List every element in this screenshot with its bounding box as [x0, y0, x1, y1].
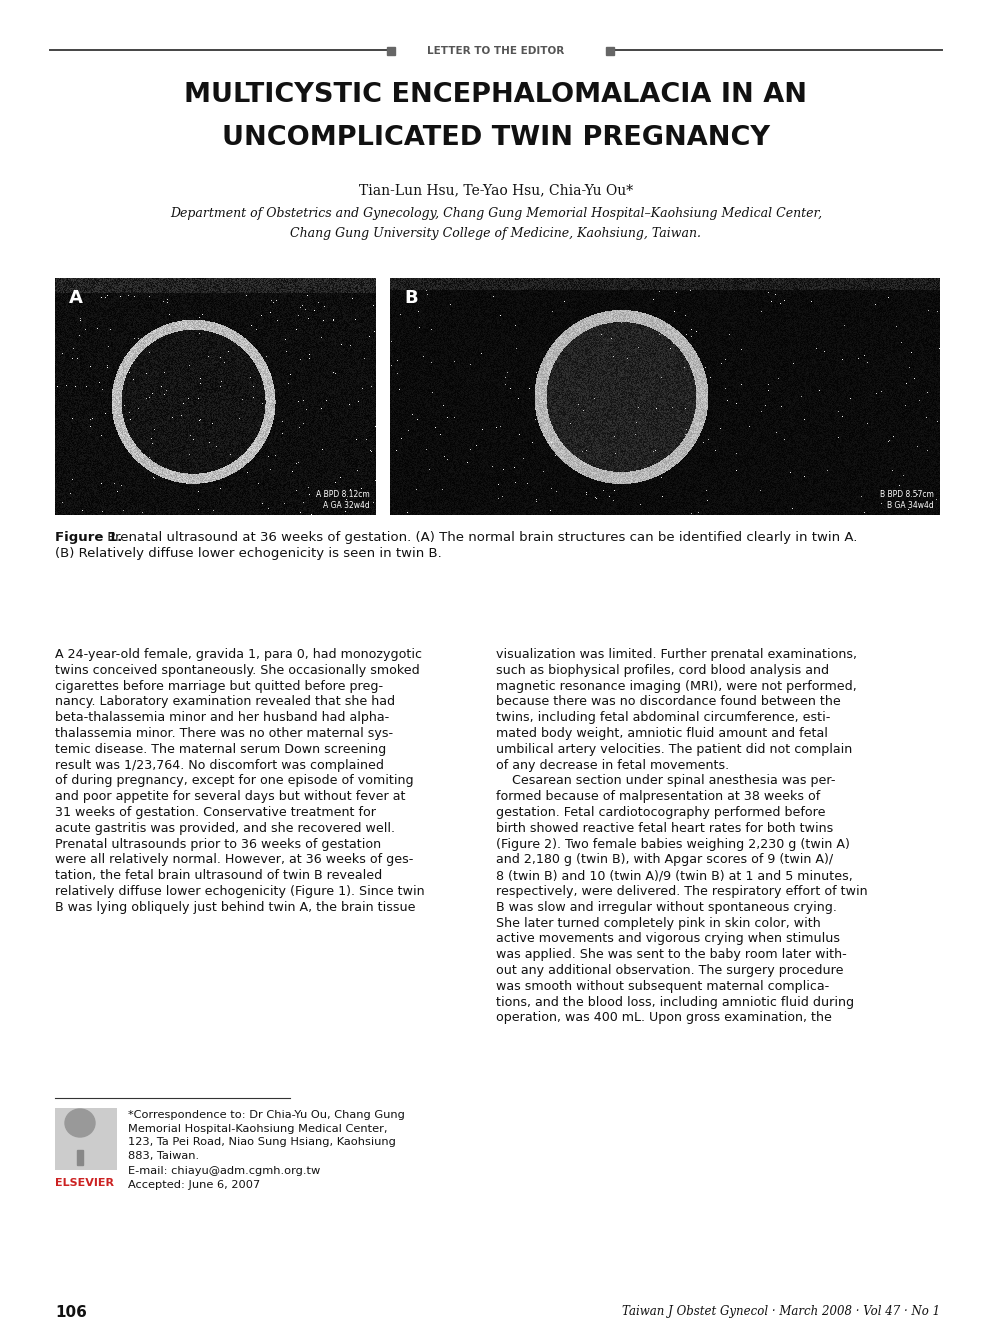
Bar — [55, 1107, 117, 1170]
Text: magnetic resonance imaging (MRI), were not performed,: magnetic resonance imaging (MRI), were n… — [496, 680, 857, 693]
Text: Accepted: June 6, 2007: Accepted: June 6, 2007 — [128, 1180, 260, 1189]
Text: umbilical artery velocities. The patient did not complain: umbilical artery velocities. The patient… — [496, 742, 852, 755]
Text: B was slow and irregular without spontaneous crying.: B was slow and irregular without spontan… — [496, 901, 837, 914]
Text: such as biophysical profiles, cord blood analysis and: such as biophysical profiles, cord blood… — [496, 664, 829, 677]
Text: E-mail: chiayu@adm.cgmh.org.tw: E-mail: chiayu@adm.cgmh.org.tw — [128, 1166, 320, 1176]
Text: cigarettes before marriage but quitted before preg-: cigarettes before marriage but quitted b… — [55, 680, 383, 693]
Text: Chang Gung University College of Medicine, Kaohsiung, Taiwan.: Chang Gung University College of Medicin… — [291, 226, 701, 239]
Text: MULTICYSTIC ENCEPHALOMALACIA IN AN: MULTICYSTIC ENCEPHALOMALACIA IN AN — [185, 82, 807, 108]
Text: Prenatal ultrasounds prior to 36 weeks of gestation: Prenatal ultrasounds prior to 36 weeks o… — [55, 837, 381, 851]
Text: operation, was 400 mL. Upon gross examination, the: operation, was 400 mL. Upon gross examin… — [496, 1011, 832, 1024]
Text: twins, including fetal abdominal circumference, esti-: twins, including fetal abdominal circumf… — [496, 712, 830, 724]
Text: She later turned completely pink in skin color, with: She later turned completely pink in skin… — [496, 917, 820, 930]
Text: Memorial Hospital-Kaohsiung Medical Center,: Memorial Hospital-Kaohsiung Medical Cent… — [128, 1123, 388, 1134]
Text: 31 weeks of gestation. Conservative treatment for: 31 weeks of gestation. Conservative trea… — [55, 806, 376, 819]
Text: Tian-Lun Hsu, Te-Yao Hsu, Chia-Yu Ou*: Tian-Lun Hsu, Te-Yao Hsu, Chia-Yu Ou* — [359, 183, 633, 197]
Text: A: A — [69, 288, 83, 307]
Bar — [387, 48, 395, 56]
Text: twins conceived spontaneously. She occasionally smoked: twins conceived spontaneously. She occas… — [55, 664, 420, 677]
Text: tation, the fetal brain ultrasound of twin B revealed: tation, the fetal brain ultrasound of tw… — [55, 869, 382, 882]
Text: 106: 106 — [55, 1304, 87, 1320]
Text: and poor appetite for several days but without fever at: and poor appetite for several days but w… — [55, 790, 406, 803]
Text: birth showed reactive fetal heart rates for both twins: birth showed reactive fetal heart rates … — [496, 822, 833, 835]
Text: respectively, were delivered. The respiratory effort of twin: respectively, were delivered. The respir… — [496, 885, 868, 898]
Text: B BPD 8.57cm
B GA 34w4d: B BPD 8.57cm B GA 34w4d — [880, 490, 934, 509]
Text: B was lying obliquely just behind twin A, the brain tissue: B was lying obliquely just behind twin A… — [55, 901, 416, 914]
Text: was smooth without subsequent maternal complica-: was smooth without subsequent maternal c… — [496, 980, 829, 992]
Bar — [77, 1150, 83, 1166]
Text: because there was no discordance found between the: because there was no discordance found b… — [496, 696, 841, 708]
Text: ELSEVIER: ELSEVIER — [55, 1177, 114, 1188]
Text: formed because of malpresentation at 38 weeks of: formed because of malpresentation at 38 … — [496, 790, 820, 803]
Text: (B) Relatively diffuse lower echogenicity is seen in twin B.: (B) Relatively diffuse lower echogenicit… — [55, 546, 441, 560]
Text: of any decrease in fetal movements.: of any decrease in fetal movements. — [496, 758, 729, 771]
Text: acute gastritis was provided, and she recovered well.: acute gastritis was provided, and she re… — [55, 822, 395, 835]
Text: gestation. Fetal cardiotocography performed before: gestation. Fetal cardiotocography perfor… — [496, 806, 825, 819]
Text: 883, Taiwan.: 883, Taiwan. — [128, 1151, 199, 1160]
Text: LETTER TO THE EDITOR: LETTER TO THE EDITOR — [428, 46, 564, 56]
Text: A BPD 8.12cm
A GA 32w4d: A BPD 8.12cm A GA 32w4d — [316, 490, 370, 509]
Text: Taiwan J Obstet Gynecol · March 2008 · Vol 47 · No 1: Taiwan J Obstet Gynecol · March 2008 · V… — [622, 1304, 940, 1318]
Text: visualization was limited. Further prenatal examinations,: visualization was limited. Further prena… — [496, 648, 857, 662]
Text: and 2,180 g (twin B), with Apgar scores of 9 (twin A)/: and 2,180 g (twin B), with Apgar scores … — [496, 853, 833, 867]
Text: *Correspondence to: Dr Chia-Yu Ou, Chang Gung: *Correspondence to: Dr Chia-Yu Ou, Chang… — [128, 1110, 405, 1121]
Text: thalassemia minor. There was no other maternal sys-: thalassemia minor. There was no other ma… — [55, 728, 393, 740]
Text: A 24-year-old female, gravida 1, para 0, had monozygotic: A 24-year-old female, gravida 1, para 0,… — [55, 648, 422, 662]
Text: out any additional observation. The surgery procedure: out any additional observation. The surg… — [496, 964, 843, 976]
Text: (Figure 2). Two female babies weighing 2,230 g (twin A): (Figure 2). Two female babies weighing 2… — [496, 837, 850, 851]
Ellipse shape — [65, 1109, 95, 1136]
Text: of during pregnancy, except for one episode of vomiting: of during pregnancy, except for one epis… — [55, 774, 414, 787]
Text: Department of Obstetrics and Gynecology, Chang Gung Memorial Hospital–Kaohsiung : Department of Obstetrics and Gynecology,… — [170, 206, 822, 220]
Text: active movements and vigorous crying when stimulus: active movements and vigorous crying whe… — [496, 933, 840, 946]
Text: beta-thalassemia minor and her husband had alpha-: beta-thalassemia minor and her husband h… — [55, 712, 389, 724]
Text: Figure 1.: Figure 1. — [55, 531, 122, 544]
Text: tions, and the blood loss, including amniotic fluid during: tions, and the blood loss, including amn… — [496, 996, 854, 1008]
Text: UNCOMPLICATED TWIN PREGNANCY: UNCOMPLICATED TWIN PREGNANCY — [222, 124, 770, 151]
Text: temic disease. The maternal serum Down screening: temic disease. The maternal serum Down s… — [55, 742, 386, 755]
Text: Cesarean section under spinal anesthesia was per-: Cesarean section under spinal anesthesia… — [496, 774, 835, 787]
Bar — [606, 48, 614, 56]
Text: Prenatal ultrasound at 36 weeks of gestation. (A) The normal brain structures ca: Prenatal ultrasound at 36 weeks of gesta… — [103, 531, 857, 544]
Text: result was 1/23,764. No discomfort was complained: result was 1/23,764. No discomfort was c… — [55, 758, 384, 771]
Text: B: B — [404, 288, 418, 307]
Text: was applied. She was sent to the baby room later with-: was applied. She was sent to the baby ro… — [496, 949, 847, 962]
Text: nancy. Laboratory examination revealed that she had: nancy. Laboratory examination revealed t… — [55, 696, 395, 708]
Text: relatively diffuse lower echogenicity (Figure 1). Since twin: relatively diffuse lower echogenicity (F… — [55, 885, 425, 898]
Text: 123, Ta Pei Road, Niao Sung Hsiang, Kaohsiung: 123, Ta Pei Road, Niao Sung Hsiang, Kaoh… — [128, 1136, 396, 1147]
Text: 8 (twin B) and 10 (twin A)/9 (twin B) at 1 and 5 minutes,: 8 (twin B) and 10 (twin A)/9 (twin B) at… — [496, 869, 853, 882]
Text: mated body weight, amniotic fluid amount and fetal: mated body weight, amniotic fluid amount… — [496, 728, 828, 740]
Text: were all relatively normal. However, at 36 weeks of ges-: were all relatively normal. However, at … — [55, 853, 414, 867]
